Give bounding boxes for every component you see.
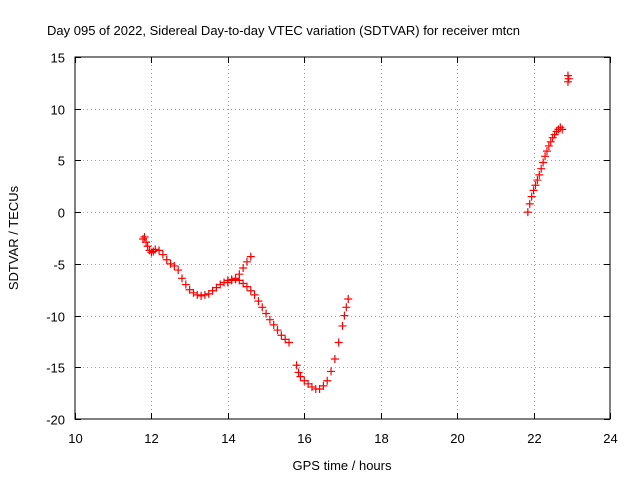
data-point bbox=[269, 320, 278, 329]
data-point bbox=[556, 123, 565, 132]
data-point bbox=[334, 338, 343, 347]
data-point bbox=[258, 303, 267, 312]
x-tick-label: 16 bbox=[297, 431, 311, 446]
data-point bbox=[535, 170, 544, 179]
data-point bbox=[235, 270, 244, 279]
data-point bbox=[292, 361, 301, 370]
data-point bbox=[327, 367, 336, 376]
data-point bbox=[151, 245, 160, 254]
series-segment-1 bbox=[139, 232, 293, 347]
data-point bbox=[166, 259, 175, 268]
y-tick-label: 5 bbox=[58, 154, 65, 169]
data-point bbox=[537, 164, 546, 173]
y-tick-label: -10 bbox=[46, 310, 65, 325]
data-point bbox=[140, 232, 149, 241]
data-point bbox=[246, 286, 255, 295]
data-point bbox=[239, 263, 248, 272]
data-point bbox=[250, 290, 259, 299]
x-tick-label: 22 bbox=[527, 431, 541, 446]
data-point bbox=[246, 252, 255, 261]
x-tick-label: 18 bbox=[374, 431, 388, 446]
data-point bbox=[242, 257, 251, 266]
y-tick-label: 0 bbox=[58, 206, 65, 221]
series-segment-5 bbox=[563, 71, 573, 86]
data-point bbox=[531, 181, 540, 190]
chart-title: Day 095 of 2022, Sidereal Day-to-day VTE… bbox=[47, 23, 520, 38]
data-point bbox=[178, 274, 186, 283]
x-tick-label: 24 bbox=[603, 431, 617, 446]
data-point bbox=[563, 71, 572, 80]
data-point bbox=[193, 290, 202, 299]
data-point bbox=[149, 247, 158, 256]
y-tick-label: 15 bbox=[51, 51, 65, 66]
data-point bbox=[200, 290, 209, 299]
data-point bbox=[529, 186, 538, 195]
data-point bbox=[330, 355, 339, 364]
data-point bbox=[294, 368, 303, 377]
data-point bbox=[158, 250, 167, 259]
y-tick-label: 10 bbox=[51, 103, 65, 118]
data-point bbox=[162, 255, 171, 264]
data-point bbox=[546, 137, 555, 146]
y-tick-label: -20 bbox=[46, 413, 65, 428]
series-segment-3 bbox=[292, 295, 353, 394]
y-tick-label: -15 bbox=[46, 361, 65, 376]
data-point bbox=[323, 376, 332, 385]
data-points bbox=[139, 71, 573, 394]
data-point bbox=[319, 381, 328, 390]
data-point bbox=[342, 303, 351, 312]
y-tick-label: -5 bbox=[53, 258, 65, 273]
data-point bbox=[539, 158, 548, 167]
data-point bbox=[174, 266, 183, 275]
data-point bbox=[340, 311, 349, 320]
x-axis-label: GPS time / hours bbox=[293, 458, 392, 473]
data-point bbox=[523, 208, 532, 217]
data-point bbox=[170, 261, 179, 270]
data-point bbox=[231, 274, 240, 283]
x-tick-label: 12 bbox=[144, 431, 158, 446]
data-point bbox=[338, 321, 347, 330]
data-point bbox=[142, 238, 151, 247]
x-tick-label: 20 bbox=[450, 431, 464, 446]
data-point bbox=[544, 141, 553, 150]
data-point bbox=[143, 242, 152, 251]
data-point bbox=[558, 125, 567, 134]
x-tick-labels: 10 12 14 16 18 20 22 24 bbox=[68, 431, 617, 446]
data-point bbox=[155, 246, 164, 255]
grid bbox=[75, 57, 610, 419]
data-point bbox=[527, 192, 536, 201]
plot-frame bbox=[74, 56, 611, 420]
data-point bbox=[533, 176, 542, 185]
data-point bbox=[242, 282, 251, 291]
data-point bbox=[181, 280, 190, 289]
data-point bbox=[262, 309, 271, 318]
x-tick-label: 14 bbox=[221, 431, 235, 446]
data-point bbox=[145, 246, 154, 255]
data-point bbox=[254, 297, 263, 306]
x-tick-label: 10 bbox=[68, 431, 82, 446]
data-point bbox=[265, 315, 274, 324]
data-point bbox=[542, 147, 551, 156]
series-segment-4 bbox=[523, 123, 567, 217]
data-point bbox=[197, 291, 206, 300]
data-point bbox=[273, 326, 282, 335]
y-axis-label: SDTVAR / TECUs bbox=[6, 185, 21, 290]
data-point bbox=[541, 152, 550, 161]
axis-ticks bbox=[75, 57, 611, 420]
y-tick-labels: -20 -15 -10 -5 0 5 10 15 bbox=[46, 51, 65, 428]
data-point bbox=[525, 199, 534, 208]
data-point bbox=[344, 295, 353, 304]
data-point bbox=[277, 331, 286, 340]
series-segment-2 bbox=[223, 252, 255, 287]
data-point bbox=[285, 338, 293, 347]
data-point bbox=[296, 372, 305, 381]
